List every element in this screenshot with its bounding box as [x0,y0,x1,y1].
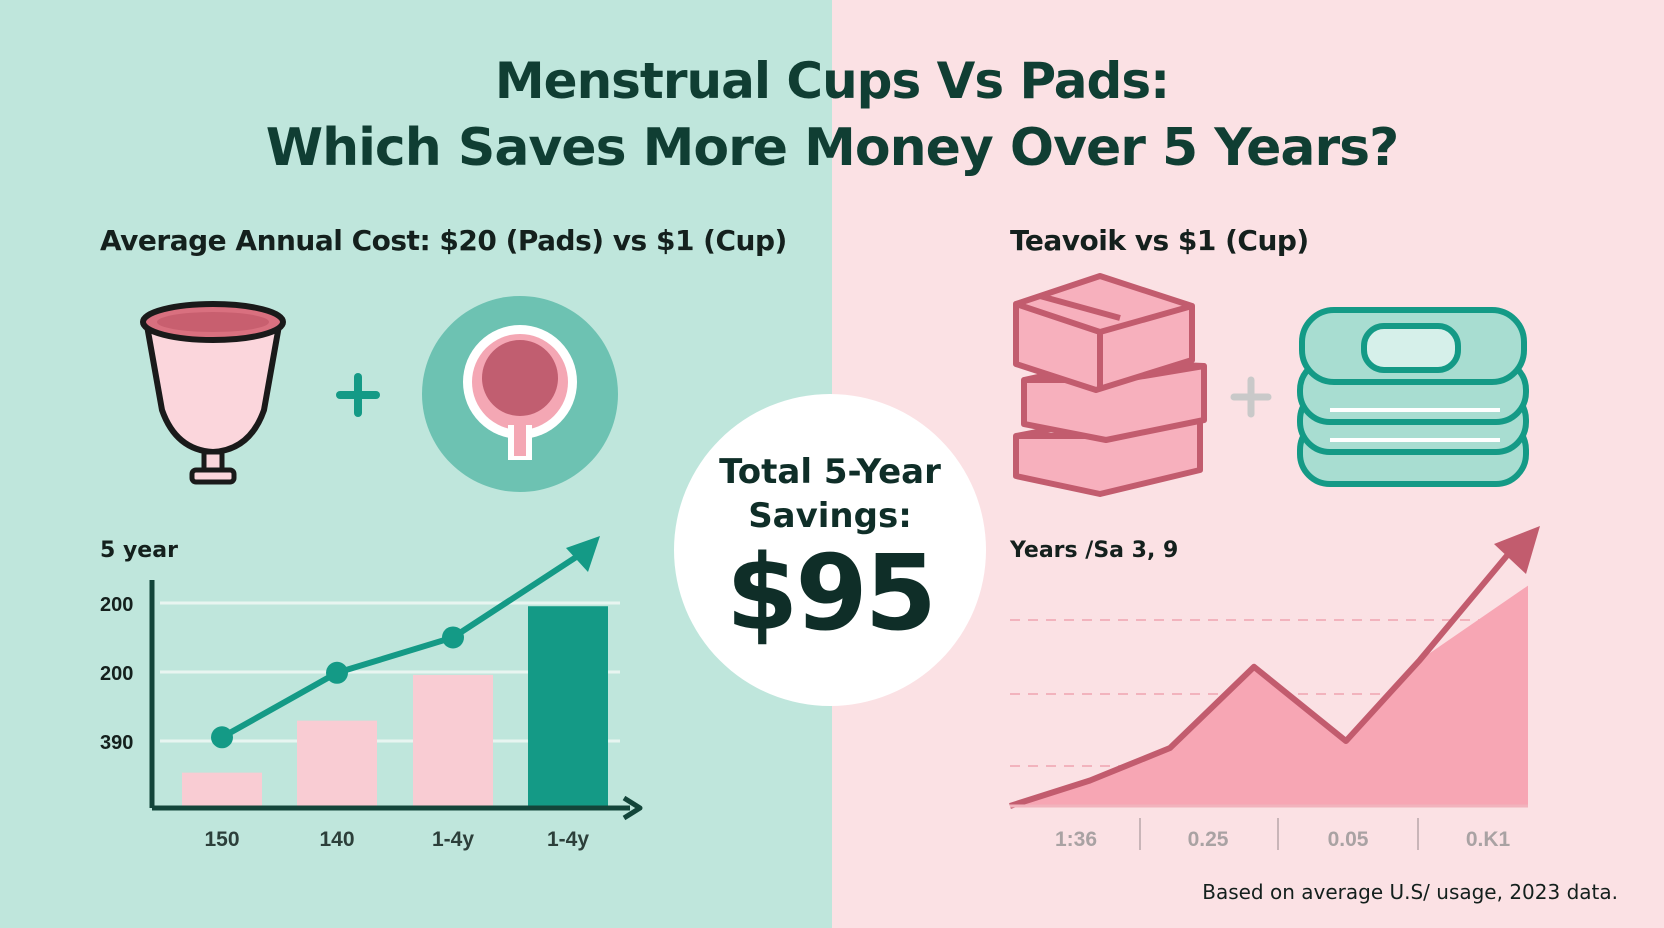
x-axis-arrow [622,795,643,821]
menstrual-cup-icon [140,301,286,485]
plus-icon [1230,376,1272,418]
trend-point [326,661,348,684]
y-tick-label: 200 [100,594,133,616]
savings-label: Total 5-Year Savings: [719,452,941,536]
left-subtitle: Average Annual Cost: $20 (Pads) vs $1 (C… [100,224,787,257]
trend-line [219,545,593,741]
trend-arrowhead [566,536,600,572]
bar [297,720,377,808]
savings-value: $95 [725,532,937,654]
x-tick-label: 150 [204,828,239,851]
bar [182,772,262,808]
plus-icon [336,373,380,417]
footnote: Based on average U.S/ usage, 2023 data. [1202,880,1618,904]
pad-stack-teal-icon [1297,307,1529,487]
page-title-line1: Menstrual Cups Vs Pads: [494,52,1170,110]
bar [413,674,493,808]
x-tick-label: 0.K1 [1466,828,1511,851]
x-tick-label: 1-4y [432,828,474,851]
x-tick-label: 1-4y [547,828,589,851]
trend-point [211,726,233,749]
trend-point [442,626,464,649]
page-title-line2: Which Saves More Money Over 5 Years? [265,118,1400,178]
area-line [1009,538,1523,809]
y-tick-label: 390 [100,732,133,754]
y-tick-label: 200 [100,663,133,685]
x-tick-label: 0.05 [1328,828,1369,851]
x-tick-label: 0.25 [1188,828,1229,851]
cup-circle-icon [422,296,618,492]
right-subtitle: Teavoik vs $1 (Cup) [1010,224,1309,257]
x-tick-label: 140 [319,828,354,851]
right-chart-title: Years /Sa 3, 9 [1010,538,1179,563]
area-fill [1010,585,1528,806]
left-chart-title: 5 year [100,538,178,563]
x-tick-label: 1:36 [1055,828,1097,851]
pad-stack-pink-icon [1013,273,1207,497]
savings-circle: Total 5-Year Savings: $95 [674,394,986,706]
bar [528,606,608,808]
area-arrowhead [1494,526,1540,574]
